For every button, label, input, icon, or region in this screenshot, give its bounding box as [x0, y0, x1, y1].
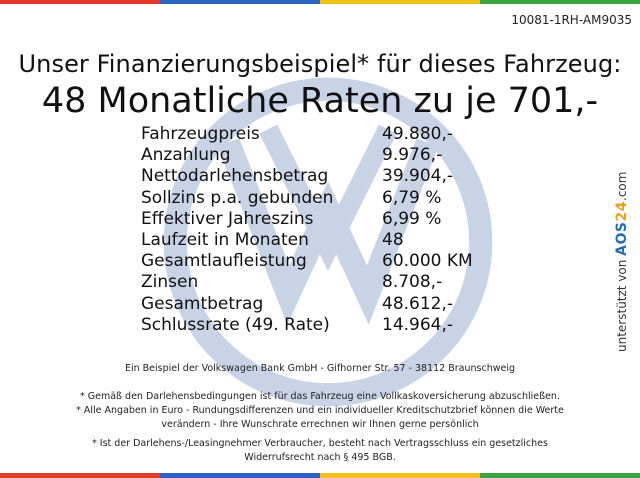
- aos24-logo: AOS24: [614, 201, 630, 256]
- row-label: Schlussrate (49. Rate): [141, 314, 330, 335]
- table-row: Gesamtlaufleistung 60.000 KM: [141, 251, 473, 272]
- table-row: Schlussrate (49. Rate) 14.964,-: [141, 315, 473, 336]
- row-label: Gesamtbetrag: [141, 293, 264, 314]
- bar-segment: [160, 473, 320, 478]
- row-label: Effektiver Jahreszins: [141, 208, 314, 229]
- supported-by-text: unterstützt von: [615, 255, 629, 352]
- row-value: 14.964,-: [382, 314, 454, 335]
- bar-segment: [320, 0, 480, 4]
- bar-segment: [0, 473, 160, 478]
- table-row: Laufzeit in Monaten 48: [141, 230, 473, 251]
- row-label: Sollzins p.a. gebunden: [141, 187, 334, 208]
- row-value: 6,99 %: [382, 208, 442, 229]
- top-color-bar: [0, 0, 640, 4]
- table-row: Fahrzeugpreis 49.880,-: [141, 124, 473, 145]
- row-label: Anzahlung: [141, 145, 231, 166]
- row-label: Zinsen: [141, 272, 199, 293]
- bar-segment: [480, 473, 640, 478]
- table-row: Sollzins p.a. gebunden 6,79 %: [141, 188, 473, 209]
- table-row: Effektiver Jahreszins 6,99 %: [141, 209, 473, 230]
- row-value: 48.612,-: [382, 293, 454, 314]
- bottom-color-bar: [0, 473, 640, 478]
- table-row: Zinsen 8.708,-: [141, 272, 473, 293]
- consumer-note-line2: Widerrufsrecht nach § 495 BGB.: [244, 452, 396, 463]
- bar-segment: [160, 0, 320, 4]
- row-value: 39.904,-: [382, 166, 454, 187]
- bar-segment: [320, 473, 480, 478]
- row-value: 9.976,-: [382, 145, 443, 166]
- row-value: 6,79 %: [382, 187, 442, 208]
- row-value: 60.000 KM: [382, 251, 473, 272]
- row-label: Laufzeit in Monaten: [141, 229, 309, 250]
- row-label: Gesamtlaufleistung: [141, 251, 307, 272]
- row-label: Fahrzeugpreis: [141, 124, 260, 144]
- bank-note: Ein Beispiel der Volkswagen Bank GmbH - …: [124, 363, 515, 374]
- row-label: Nettodarlehensbetrag: [141, 166, 329, 187]
- amounts-note-line1: * Alle Angaben in Euro - Rundungsdiffere…: [76, 405, 564, 416]
- domain-suffix: .com: [615, 171, 629, 201]
- table-row: Nettodarlehensbetrag 39.904,-: [141, 166, 473, 187]
- reference-number: 10081-1RH-AM9035: [511, 13, 632, 27]
- vw-logo-watermark: [163, 77, 493, 407]
- table-row: Anzahlung 9.976,-: [141, 145, 473, 166]
- finance-table: Fahrzeugpreis 49.880,- Anzahlung 9.976,- N…: [141, 124, 473, 336]
- consumer-note-line1: * Ist der Darlehens-/Leasingnehmer Verbr…: [92, 438, 548, 449]
- amounts-note-line2: verändern - Ihre Wunschrate errechnen wi…: [161, 419, 479, 430]
- insurance-note: * Gemäß den Darlehensbedingungen ist für…: [80, 391, 560, 402]
- row-value: 48: [382, 229, 404, 250]
- row-value: 8.708,-: [382, 272, 443, 293]
- row-value: 49.880,-: [382, 124, 454, 144]
- bar-segment: [480, 0, 640, 4]
- table-row: Gesamtbetrag 48.612,-: [141, 294, 473, 315]
- headline: Unser Finanzierungsbeispiel* für dieses …: [18, 50, 622, 78]
- monthly-rate-headline: 48 Monatliche Raten zu je 701,-: [41, 81, 599, 121]
- bar-segment: [0, 0, 160, 4]
